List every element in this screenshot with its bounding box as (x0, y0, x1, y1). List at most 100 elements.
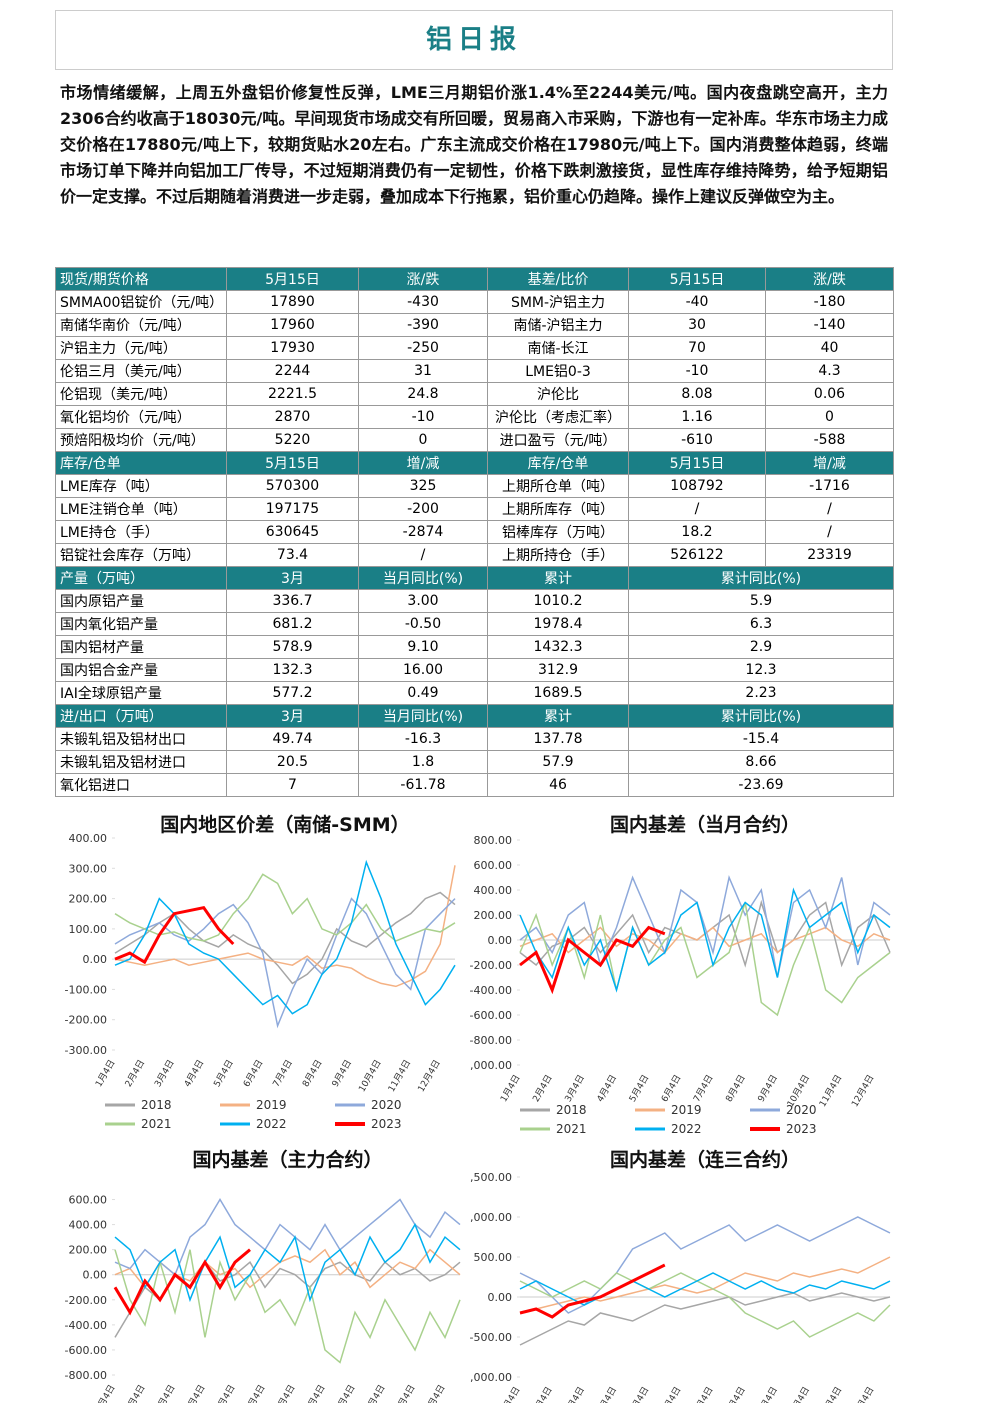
table-cell: 137.78 (487, 727, 629, 751)
table-cell: 当月同比(%) (358, 566, 488, 590)
table-cell: 9.10 (358, 635, 488, 659)
table-cell: 当月同比(%) (358, 704, 488, 728)
table-cell: -2874 (358, 520, 488, 544)
y-tick-label: -1,000.00 (470, 1059, 512, 1072)
table-cell: 5.9 (628, 589, 894, 613)
x-tick-label: 4月4日 (595, 1073, 619, 1104)
table-row: 国内铝材产量 578.9 9.10 1432.3 2.9 (55, 635, 894, 659)
table-row: 国内原铝产量 336.7 3.00 1010.2 5.9 (55, 589, 894, 613)
table-cell: 312.9 (487, 658, 629, 682)
table-row: 伦铝现（美元/吨） 2221.5 24.8 沪伦比 8.08 0.06 (55, 382, 894, 406)
line-series (519, 902, 891, 1017)
x-tick-label: 6月4日 (243, 1383, 267, 1403)
x-tick-label: 2月4日 (531, 1385, 555, 1403)
y-tick-label: -200.00 (470, 959, 512, 972)
table-row: 国内铝合金产量 132.3 16.00 312.9 12.3 (55, 658, 894, 682)
line-series (519, 1216, 891, 1314)
table-cell: 7 (226, 773, 359, 797)
chart-title: 国内地区价差（南储-SMM） (160, 813, 409, 836)
table-cell: 2.9 (628, 635, 894, 659)
table-cell: 未锻轧铝及铝材出口 (55, 727, 227, 751)
table-cell: 0.49 (358, 681, 488, 705)
table-row: 伦铝三月（美元/吨） 2244 31 LME铝0-3 -10 4.3 (55, 359, 894, 383)
table-cell: 570300 (226, 474, 359, 498)
table-cell: 沪伦比（考虑汇率） (487, 405, 629, 429)
line-series (519, 1272, 891, 1338)
x-tick-label: 2月4日 (123, 1058, 147, 1089)
x-tick-label: 11月4日 (386, 1058, 413, 1094)
table-cell: 0 (765, 405, 894, 429)
chart: 国内基差（主力合约） 600.00 400.00 200.00 0.00 -200.00 -… (65, 1148, 461, 1403)
line-series (519, 1263, 666, 1319)
table-cell: 18.2 (628, 520, 766, 544)
x-tick-label: 9月4日 (333, 1383, 357, 1403)
line-series (519, 1256, 891, 1314)
table-row: SMMA00铝锭价（元/吨） 17890 -430 SMM-沪铝主力 -40 -180 (55, 290, 894, 314)
table-cell: 336.7 (226, 589, 359, 613)
x-tick-label: 9月4日 (756, 1385, 780, 1403)
table-cell: 3.00 (358, 589, 488, 613)
table-cell: LME注销仓单（吨） (55, 497, 227, 521)
section-header: 进/出口（万吨） 3月 当月同比(%) 累计 累计同比(%) (55, 704, 894, 728)
table-cell: 伦铝现（美元/吨） (55, 382, 227, 406)
legend-label: 2021 (141, 1117, 172, 1131)
table-cell: -250 (358, 336, 488, 360)
table-cell: 108792 (628, 474, 766, 498)
line-series (114, 873, 456, 942)
table-cell: 8.08 (628, 382, 766, 406)
x-tick-label: 6月4日 (241, 1058, 265, 1089)
data-table: 现货/期货价格 5月15日 涨/跌 基差/比价 5月15日 涨/跌 SMMA00铝锭价（元/… (55, 267, 894, 797)
y-tick-label: 300.00 (69, 862, 108, 875)
table-cell: 1978.4 (487, 612, 629, 636)
table-row: 铝锭社会库存（万吨） 73.4/上期所持仓（手） 526122 23319 (55, 543, 894, 567)
table-cell: 涨/跌 (765, 267, 894, 291)
legend-label: 2023 (786, 1122, 817, 1135)
x-tick-label: 2月4日 (123, 1383, 147, 1403)
table-cell: SMM-沪铝主力 (487, 290, 629, 314)
table-cell: -61.78 (358, 773, 488, 797)
table-cell: 8.66 (628, 750, 894, 774)
table-cell: 70 (628, 336, 766, 360)
y-tick-label: 0.00 (488, 1291, 513, 1304)
table-cell: 预焙阳极均价（元/吨） (55, 428, 227, 452)
section-header: 现货/期货价格 5月15日 涨/跌 基差/比价 5月15日 涨/跌 (55, 267, 894, 291)
x-tick-label: 10月4日 (785, 1385, 812, 1403)
table-cell: 2870 (226, 405, 359, 429)
y-tick-label: -500.00 (470, 1331, 512, 1344)
x-tick-label: 7月4日 (691, 1073, 715, 1104)
x-tick-label: 9月4日 (756, 1073, 780, 1104)
table-cell: 库存/仓单 (55, 451, 227, 475)
table-cell: 5月15日 (226, 451, 359, 475)
table-cell: -610 (628, 428, 766, 452)
table-cell: -1716 (765, 474, 894, 498)
table-cell: 国内铝合金产量 (55, 658, 227, 682)
table-cell: 上期所持仓（手） (487, 543, 629, 567)
legend-label: 2019 (256, 1098, 287, 1112)
table-cell: 3月 (226, 566, 359, 590)
table-cell: 南储-沪铝主力 (487, 313, 629, 337)
table-cell: 30 (628, 313, 766, 337)
table-cell: -15.4 (628, 727, 894, 751)
table-row: 未锻轧铝及铝材出口 49.74 -16.3 137.78 -15.4 (55, 727, 894, 751)
x-tick-label: 9月4日 (330, 1058, 354, 1089)
table-cell: -180 (765, 290, 894, 314)
table-cell: -16.3 (358, 727, 488, 751)
table-row: 预焙阳极均价（元/吨） 5220 0 进口盈亏（元/吨） -610 -588 (55, 428, 894, 452)
table-cell: -10 (628, 359, 766, 383)
line-series (519, 887, 891, 993)
line-series (519, 925, 666, 995)
y-tick-label: -400.00 (65, 1319, 107, 1332)
table-cell: IAI全球原铝产量 (55, 681, 227, 705)
chart-title: 国内基差（连三合约） (610, 1148, 800, 1171)
table-cell: 132.3 (226, 658, 359, 682)
table-cell: 累计同比(%) (628, 704, 894, 728)
line-series (519, 1292, 891, 1346)
y-tick-label: 400.00 (474, 884, 513, 897)
line-series (114, 1222, 461, 1303)
line-series (114, 1249, 461, 1364)
table-cell: 0 (358, 428, 488, 452)
y-tick-label: -100.00 (65, 983, 107, 996)
table-cell: 17960 (226, 313, 359, 337)
table-cell: 577.2 (226, 681, 359, 705)
table-cell: 累计 (487, 704, 629, 728)
